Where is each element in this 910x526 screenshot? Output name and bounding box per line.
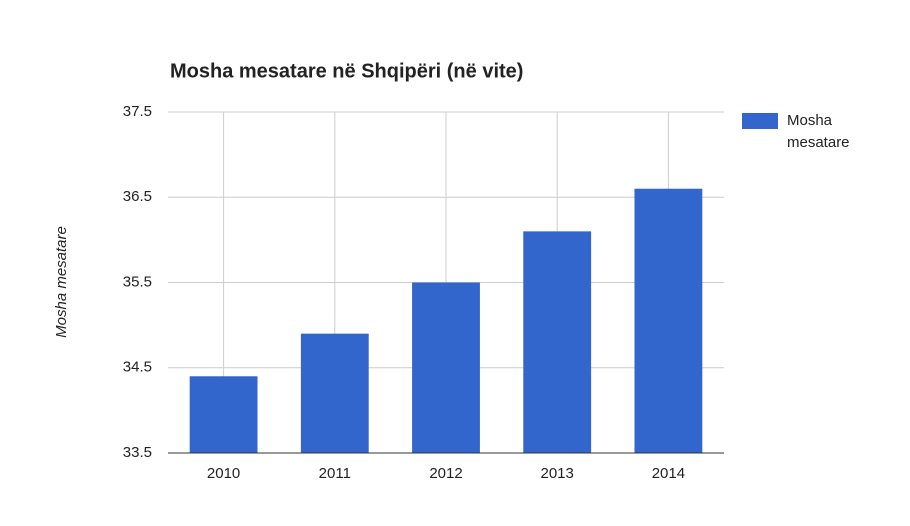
x-tick-label: 2010	[207, 465, 240, 482]
x-tick-label: 2014	[652, 465, 685, 482]
legend: Mosha mesatare	[742, 110, 877, 154]
y-tick-label: 34.5	[123, 359, 152, 376]
y-axis-label: Mosha mesatare	[53, 226, 70, 338]
legend-label: Mosha mesatare	[787, 112, 850, 151]
y-tick-label: 35.5	[123, 273, 152, 290]
bar	[523, 231, 592, 453]
x-tick-label: 2012	[429, 465, 462, 482]
x-tick-label: 2013	[541, 465, 574, 482]
x-tick-label: 2011	[319, 465, 351, 482]
legend-swatch	[742, 113, 778, 129]
y-tick-label: 37.5	[123, 103, 152, 120]
bar	[412, 282, 480, 453]
y-tick-label: 36.5	[123, 188, 152, 205]
bar	[189, 376, 258, 453]
bar	[300, 333, 369, 453]
y-tick-label: 33.5	[123, 444, 152, 461]
chart-title: Mosha mesatare në Shqipëri (në vite)	[170, 60, 523, 82]
bar	[634, 188, 703, 453]
